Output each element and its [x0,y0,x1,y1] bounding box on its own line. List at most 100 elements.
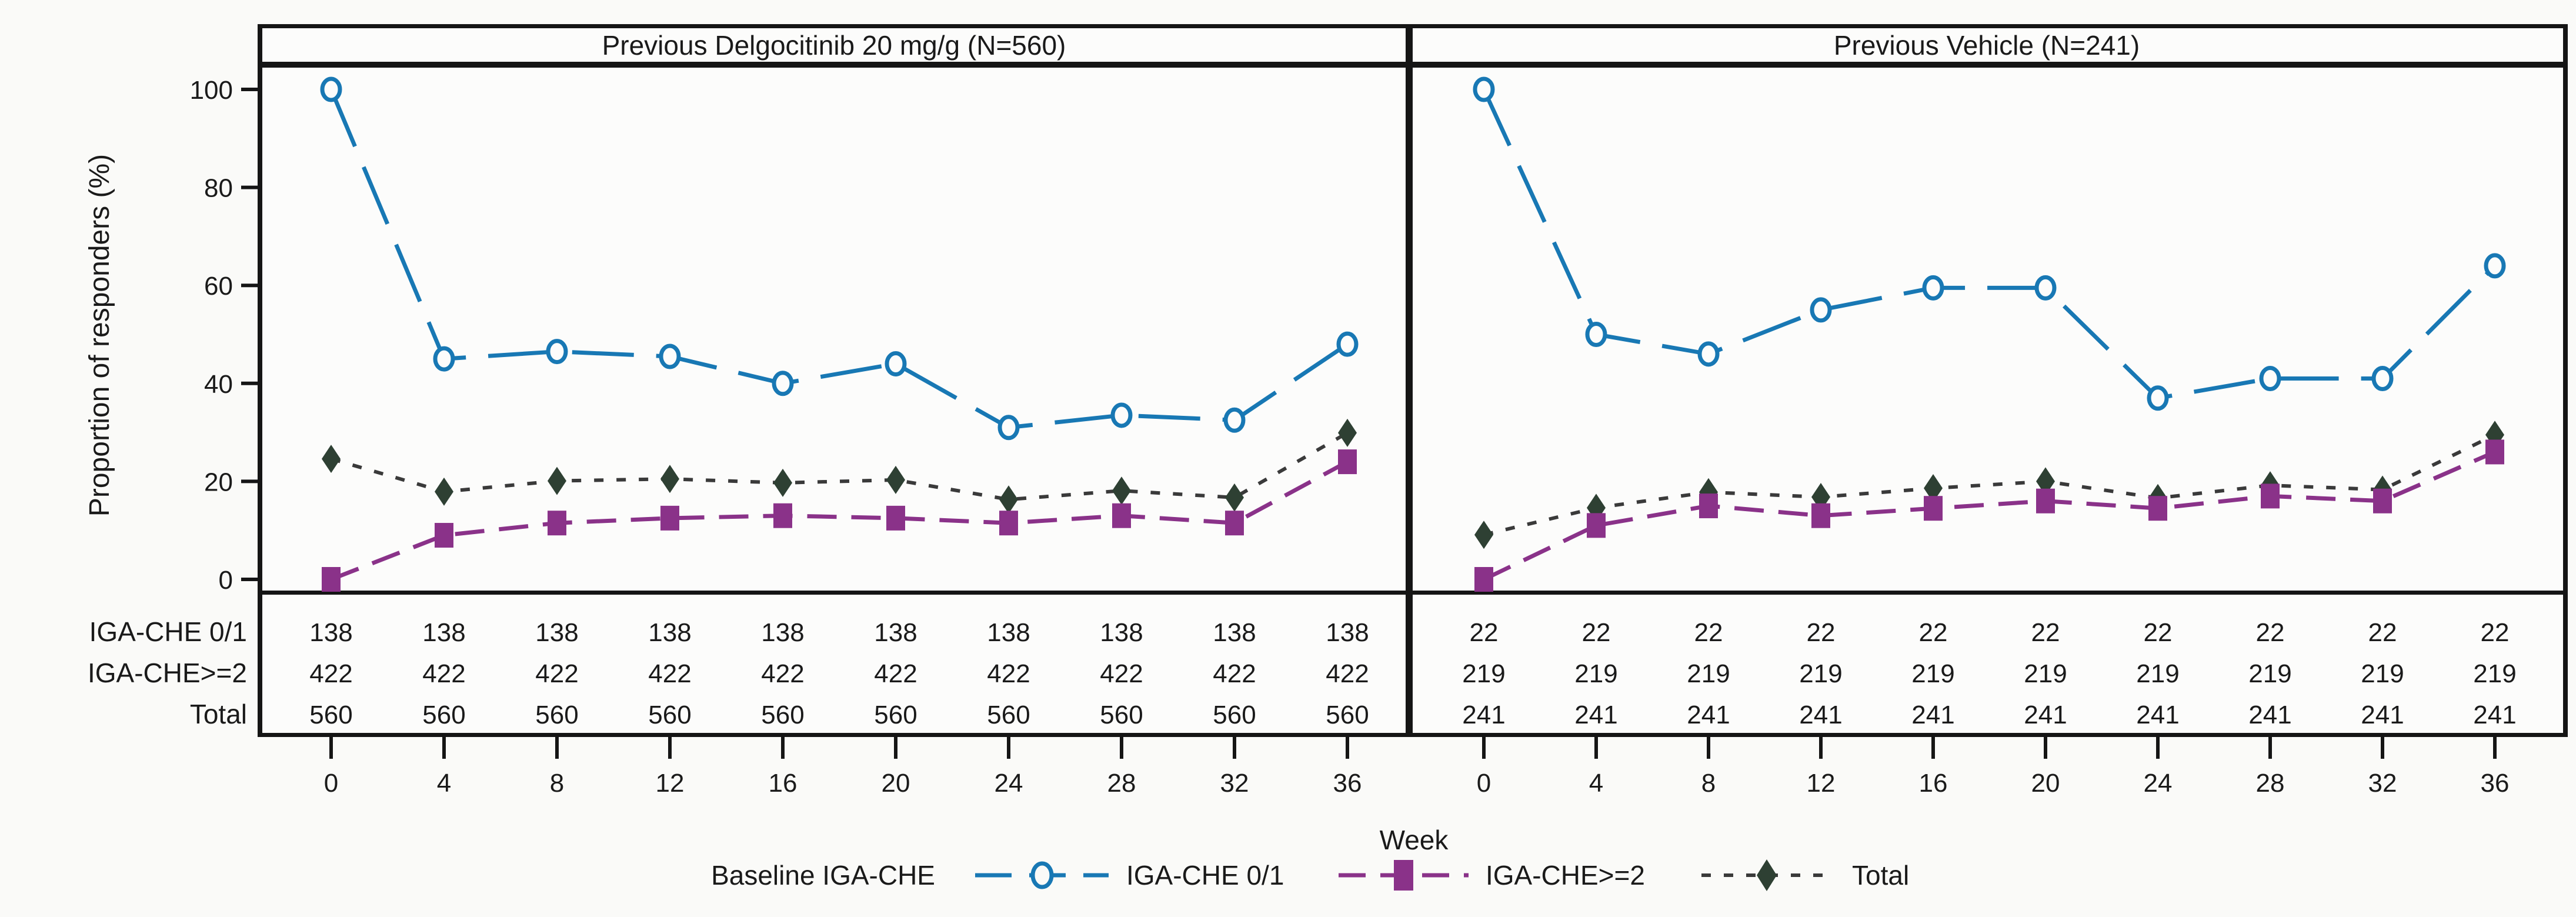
week-tick-label: 36 [1333,769,1362,798]
at-risk-value: 560 [535,701,578,729]
at-risk-value: 219 [2024,659,2067,688]
data-marker-circle [1585,322,1607,347]
week-tick-label: 24 [2144,769,2173,798]
at-risk-value: 138 [1213,618,1256,647]
data-marker-square [660,505,679,531]
week-tick-label: 8 [550,769,564,798]
data-marker-square [2036,488,2055,513]
week-tick-label: 16 [769,769,798,798]
data-marker-circle [433,346,455,372]
at-risk-row-label-total: Total [190,699,247,729]
at-risk-value: 422 [1100,659,1143,688]
at-risk-value: 560 [874,701,917,729]
data-marker-square [1474,567,1493,592]
data-marker-square [1225,511,1244,536]
at-risk-value: 22 [1807,618,1836,647]
week-tick-label: 8 [1701,769,1716,798]
border-right [2563,24,2568,737]
data-marker-circle [546,339,568,365]
legend: Baseline IGA-CHE IGA-CHE 0/1 IGA-CHE>=2 … [711,859,1909,891]
at-risk-value: 241 [2136,701,2179,729]
at-risk-value: 422 [648,659,691,688]
at-risk-value: 560 [761,701,804,729]
data-marker-square [773,503,792,528]
week-tick-label: 32 [1220,769,1249,798]
x-axis-title: Week [1380,825,1449,855]
at-risk-value: 138 [987,618,1030,647]
at-risk-value: 138 [874,618,917,647]
data-marker-circle [1110,402,1133,428]
data-marker-circle [1697,341,1720,367]
data-marker-circle [2147,385,2169,411]
data-marker-square [1587,513,1606,538]
data-marker-circle [320,76,342,102]
week-tick-label: 20 [2031,769,2060,798]
week-tick-label: 20 [882,769,910,798]
border-panel-divider [1406,24,1413,737]
at-risk-value: 22 [2256,618,2285,647]
data-marker-square [1699,493,1718,519]
at-risk-value: 138 [309,618,352,647]
series-line-total [331,431,1349,502]
data-marker-circle [2484,253,2506,279]
week-tick-label: 28 [2256,769,2285,798]
at-risk-value: 138 [1100,618,1143,647]
at-risk-value: 422 [761,659,804,688]
data-marker-circle [2371,365,2394,391]
data-marker-circle [659,344,681,369]
at-risk-value: 560 [1213,701,1256,729]
legend-sample-circle-icon [1030,861,1054,889]
week-tick-label: 12 [656,769,685,798]
week-tick-label: 16 [1919,769,1948,798]
at-risk-value: 241 [1799,701,1842,729]
data-marker-diamond [660,465,679,493]
legend-sample-square-icon [1394,860,1413,891]
data-marker-circle [1223,407,1246,433]
week-tick-label: 28 [1107,769,1136,798]
data-marker-diamond [886,465,905,494]
at-risk-value: 241 [2473,701,2516,729]
data-marker-circle [997,415,1020,441]
at-risk-value: 219 [1462,659,1505,688]
week-tick-label: 4 [1589,769,1603,798]
panel-title-delgocitinib: Previous Delgocitinib 20 mg/g (N=560) [602,30,1066,61]
at-risk-value: 241 [1574,701,1617,729]
at-risk-value: 138 [1326,618,1369,647]
y-axis-title: Proportion of responders (%) [84,154,115,516]
data-marker-circle [1810,297,1832,323]
at-risk-value: 22 [1470,618,1499,647]
data-marker-square [1811,503,1830,528]
data-marker-diamond [435,477,453,506]
week-tick-label: 4 [437,769,451,798]
at-risk-value: 422 [535,659,578,688]
week-tick-label: 12 [1807,769,1836,798]
legend-label-total: Total [1852,860,1909,891]
panel-title-vehicle: Previous Vehicle (N=241) [1834,30,2140,61]
data-marker-diamond [548,466,566,495]
legend-sample-diamond-icon [1757,859,1777,891]
at-risk-value: 219 [1687,659,1730,688]
week-tick-label: 24 [995,769,1023,798]
data-marker-diamond [1112,476,1131,505]
y-tick-label: 60 [204,272,233,301]
at-risk-value: 422 [987,659,1030,688]
data-marker-square [2373,488,2392,513]
at-risk-value: 241 [1911,701,1954,729]
at-risk-value: 241 [2361,701,2404,729]
data-marker-circle [885,351,907,376]
at-risk-value: 219 [2473,659,2516,688]
series-line-iga-che-0-1 [1481,88,2497,401]
data-marker-diamond [2036,467,2055,496]
data-marker-square [1924,496,1943,521]
at-risk-value: 22 [2144,618,2173,647]
at-risk-value: 22 [2368,618,2397,647]
at-risk-value: 241 [1462,701,1505,729]
y-tick-label: 40 [204,370,233,399]
series-line-iga-che-2 [1483,450,2496,582]
at-risk-value: 219 [2136,659,2179,688]
data-marker-square [435,523,453,548]
at-risk-row-label-iga-che-ge2: IGA-CHE>=2 [88,658,247,688]
border-left [258,24,262,737]
